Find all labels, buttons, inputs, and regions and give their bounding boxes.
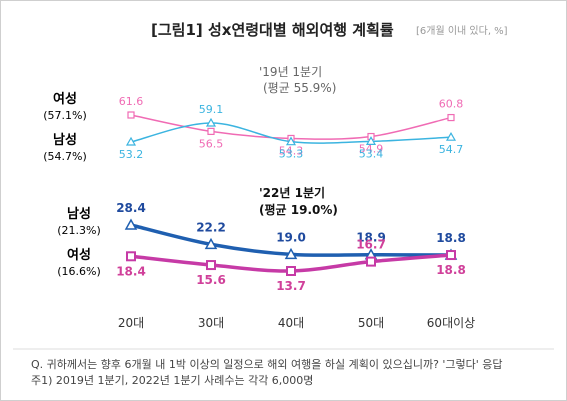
average-label-2019: (평균 55.9%) xyxy=(263,81,336,95)
data-label-male-2019-0: 53.2 xyxy=(119,148,144,161)
data-label-male-2019-1: 59.1 xyxy=(199,103,224,116)
x-tick-label-2: 40대 xyxy=(278,316,304,330)
data-label-male-2019-2: 53.3 xyxy=(279,148,304,161)
series-avg-male-2019: (54.7%) xyxy=(43,150,87,163)
data-label-male-2022-0: 28.4 xyxy=(116,201,146,215)
data-label-male-2019-4: 54.7 xyxy=(439,143,464,156)
x-tick-label-3: 50대 xyxy=(358,316,384,330)
x-tick-label-0: 20대 xyxy=(118,316,144,330)
data-label-female-2022-4: 18.8 xyxy=(436,263,466,277)
marker-female-2019-1 xyxy=(207,127,215,135)
data-label-male-2022-2: 19.0 xyxy=(276,230,306,244)
x-tick-label-1: 30대 xyxy=(198,316,224,330)
marker-female-2019-4 xyxy=(447,113,455,122)
period-label-2019: '19년 1분기 xyxy=(259,65,322,79)
data-label-female-2022-3: 16.7 xyxy=(356,238,386,252)
chart-marks: 61.6 56.5 54.3 54.9 60.8 53.2 59.1 53.3 53.4 54.7… xyxy=(116,95,466,293)
marker-male-2019-2 xyxy=(285,136,297,146)
marker-male-2022-0 xyxy=(124,218,138,230)
data-label-female-2019-2: 54.3 xyxy=(279,144,304,157)
sample-note: 주1) 2019년 1분기, 2022년 1분기 사례수는 각각 6,000명 xyxy=(31,374,313,387)
data-label-male-2022-1: 22.2 xyxy=(196,220,226,234)
data-label-female-2019-4: 60.8 xyxy=(439,98,464,111)
marker-female-2022-3 xyxy=(366,256,376,267)
data-label-female-2019-1: 56.5 xyxy=(199,137,224,150)
series-name-female-2019: 여성 xyxy=(53,91,77,107)
marker-male-2019-4 xyxy=(445,131,457,141)
marker-male-2019-0 xyxy=(125,136,137,146)
marker-female-2019-0 xyxy=(127,111,135,119)
data-label-male-2022-4: 18.8 xyxy=(436,231,466,245)
x-tick-label-4: 60대이상 xyxy=(427,316,475,330)
data-label-male-2019-3: 53.4 xyxy=(359,147,384,160)
data-label-female-2022-1: 15.6 xyxy=(196,273,226,287)
chart-unit-note: [6개월 이내 있다, %] xyxy=(416,25,508,37)
marker-male-2019-1 xyxy=(205,117,217,127)
chart-title: [그림1] 성x연령대별 해외여행 계획률 xyxy=(151,21,394,39)
marker-female-2022-0 xyxy=(126,251,136,262)
marker-male-2022-1 xyxy=(204,237,218,250)
data-label-female-2022-2: 13.7 xyxy=(276,279,306,293)
data-label-male-2022-3: 18.9 xyxy=(356,231,386,245)
series-avg-female-2022: (16.6%) xyxy=(57,265,101,278)
series-avg-male-2022: (21.3%) xyxy=(57,224,101,237)
marker-female-2022-4 xyxy=(446,250,456,261)
marker-male-2022-2 xyxy=(284,247,298,260)
series-name-male-2019: 남성 xyxy=(53,132,77,148)
question-note: Q. 귀하께서는 향후 6개월 내 1박 이상의 일정으로 해외 여행을 하실 … xyxy=(31,357,503,371)
marker-male-2019-3 xyxy=(365,136,377,145)
data-label-female-2019-0: 61.6 xyxy=(119,95,144,108)
marker-female-2022-2 xyxy=(286,266,296,276)
marker-female-2022-1 xyxy=(206,260,216,271)
data-label-female-2022-0: 18.4 xyxy=(116,264,146,278)
series-name-female-2022: 여성 xyxy=(67,247,91,263)
average-label-2022: (평균 19.0%) xyxy=(259,203,338,217)
period-label-2022: '22년 1분기 xyxy=(259,185,325,200)
series-name-male-2022: 남성 xyxy=(67,206,91,222)
x-axis: 20대 30대 40대 50대 60대이상 xyxy=(118,316,475,330)
data-label-female-2019-3: 54.9 xyxy=(359,143,384,156)
series-avg-female-2019: (57.1%) xyxy=(43,109,87,122)
